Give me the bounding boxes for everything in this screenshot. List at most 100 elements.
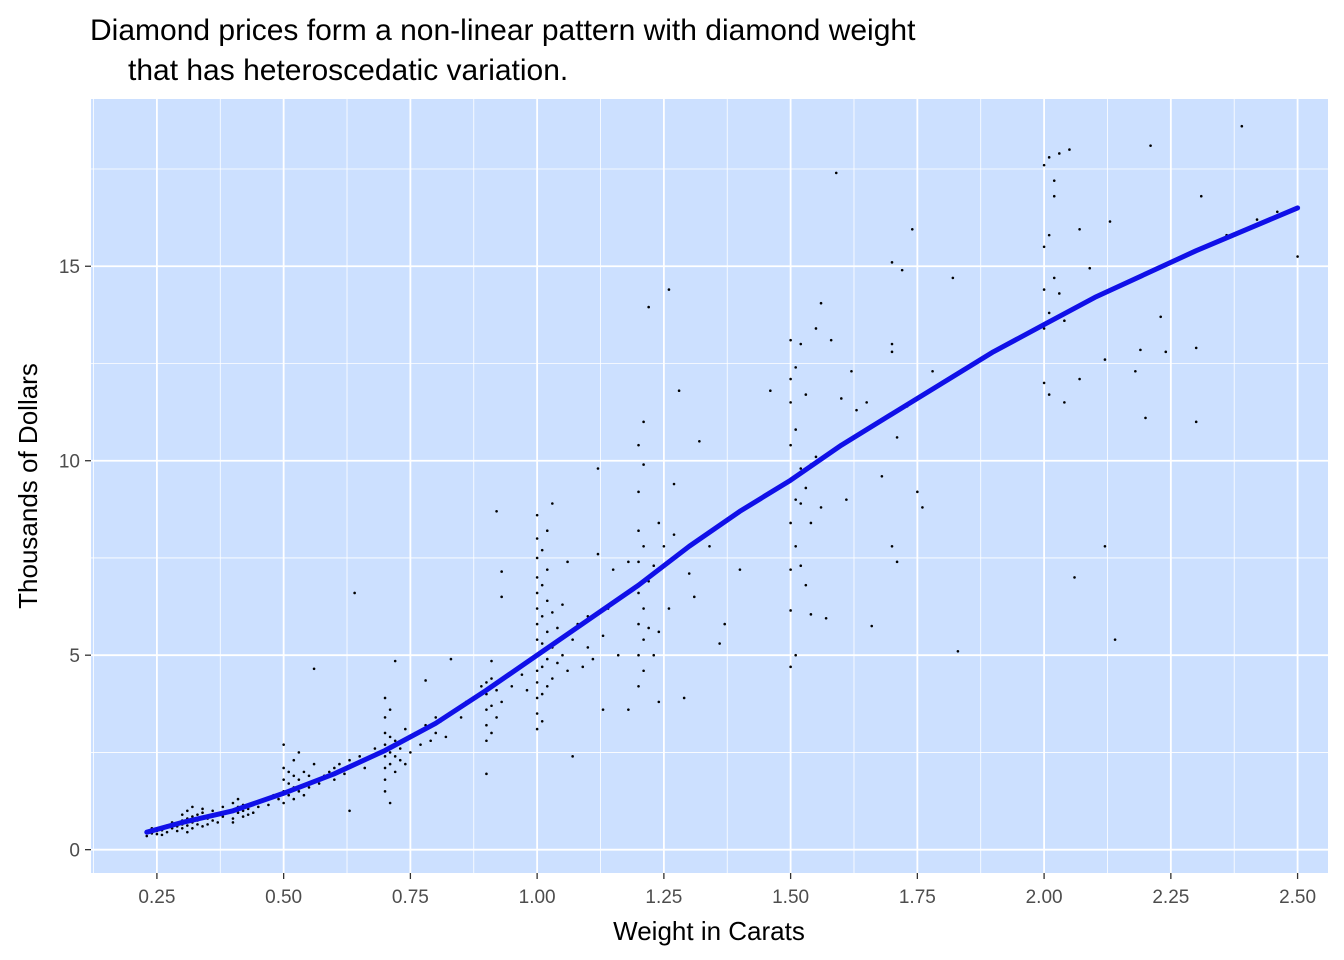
data-point (799, 502, 803, 505)
data-point (551, 677, 554, 680)
data-point (333, 766, 336, 770)
data-point (1042, 327, 1046, 330)
data-point (921, 506, 924, 509)
data-point (434, 716, 438, 719)
data-point (1047, 393, 1051, 396)
data-point (642, 544, 645, 548)
data-point (545, 599, 549, 603)
data-point (292, 758, 296, 762)
data-point (1103, 358, 1107, 361)
data-point (794, 544, 797, 548)
data-point (282, 766, 285, 770)
data-point (789, 568, 792, 571)
data-point (1296, 255, 1299, 258)
data-point (348, 758, 351, 762)
data-point (1139, 348, 1142, 352)
x-tick-label: 1.50 (772, 887, 809, 908)
data-point (343, 772, 346, 776)
data-point (393, 659, 397, 663)
data-point (287, 782, 291, 785)
data-point (794, 366, 797, 369)
data-point (916, 490, 919, 494)
data-point (388, 735, 392, 739)
data-point (434, 731, 438, 735)
data-point (1159, 315, 1163, 319)
data-point (637, 529, 640, 533)
data-point (662, 544, 666, 548)
data-point (804, 393, 808, 396)
data-point (652, 564, 656, 568)
data-point (586, 646, 590, 649)
data-point (297, 778, 301, 781)
data-point (155, 832, 159, 836)
data-point (500, 570, 503, 573)
data-point (789, 521, 792, 525)
data-point (1144, 416, 1147, 420)
data-point (1276, 210, 1279, 214)
data-point (540, 642, 544, 645)
data-point (419, 743, 422, 746)
data-point (819, 301, 823, 305)
data-point (500, 700, 503, 704)
data-point (292, 774, 296, 778)
data-point (642, 463, 645, 466)
data-point (388, 708, 392, 711)
data-point (601, 634, 605, 638)
x-tick-label: 1.75 (899, 887, 936, 908)
data-point (1194, 420, 1198, 424)
data-point (804, 583, 808, 587)
data-point (956, 650, 960, 653)
data-point (880, 474, 884, 478)
data-point (900, 268, 904, 272)
x-tick-label: 0.25 (138, 887, 175, 908)
chart-title-line2: that has heteroscedatic variation. (128, 54, 568, 87)
data-point (682, 696, 686, 700)
data-point (312, 762, 316, 766)
data-point (302, 770, 306, 774)
data-point (201, 825, 204, 828)
data-point (353, 591, 356, 595)
data-point (1063, 319, 1066, 322)
y-axis-title: Thousands of Dollars (13, 363, 43, 609)
data-point (535, 681, 539, 684)
data-point (246, 813, 250, 816)
data-point (545, 529, 549, 533)
data-point (495, 688, 498, 692)
data-point (804, 486, 808, 490)
data-point (145, 834, 149, 838)
data-point (809, 613, 813, 616)
data-point (799, 467, 803, 470)
data-point (708, 544, 711, 548)
data-point (388, 801, 392, 805)
data-point (211, 819, 214, 822)
data-point (1164, 350, 1168, 354)
data-point (814, 455, 818, 459)
data-point (1103, 544, 1107, 548)
data-point (393, 770, 397, 774)
data-point (236, 811, 240, 815)
smooth-line (144, 205, 1301, 835)
data-point (383, 743, 387, 746)
data-point (485, 708, 488, 711)
data-point (890, 544, 894, 548)
data-point (282, 801, 285, 805)
data-point (490, 677, 493, 680)
y-axis: 0 5 10 15 (59, 257, 91, 862)
data-point (545, 630, 549, 634)
data-point (1052, 276, 1056, 280)
data-point (1058, 152, 1061, 155)
data-point (535, 576, 539, 579)
data-point (383, 731, 387, 735)
data-point (799, 564, 803, 568)
data-point (388, 751, 392, 754)
data-point (1047, 233, 1051, 237)
data-point (545, 685, 549, 688)
data-point (723, 622, 727, 626)
data-point (186, 824, 189, 827)
data-point (292, 797, 296, 801)
data-point (642, 607, 645, 610)
data-point (551, 611, 554, 614)
data-point (383, 755, 387, 758)
data-point (687, 572, 691, 575)
data-point (175, 829, 179, 833)
